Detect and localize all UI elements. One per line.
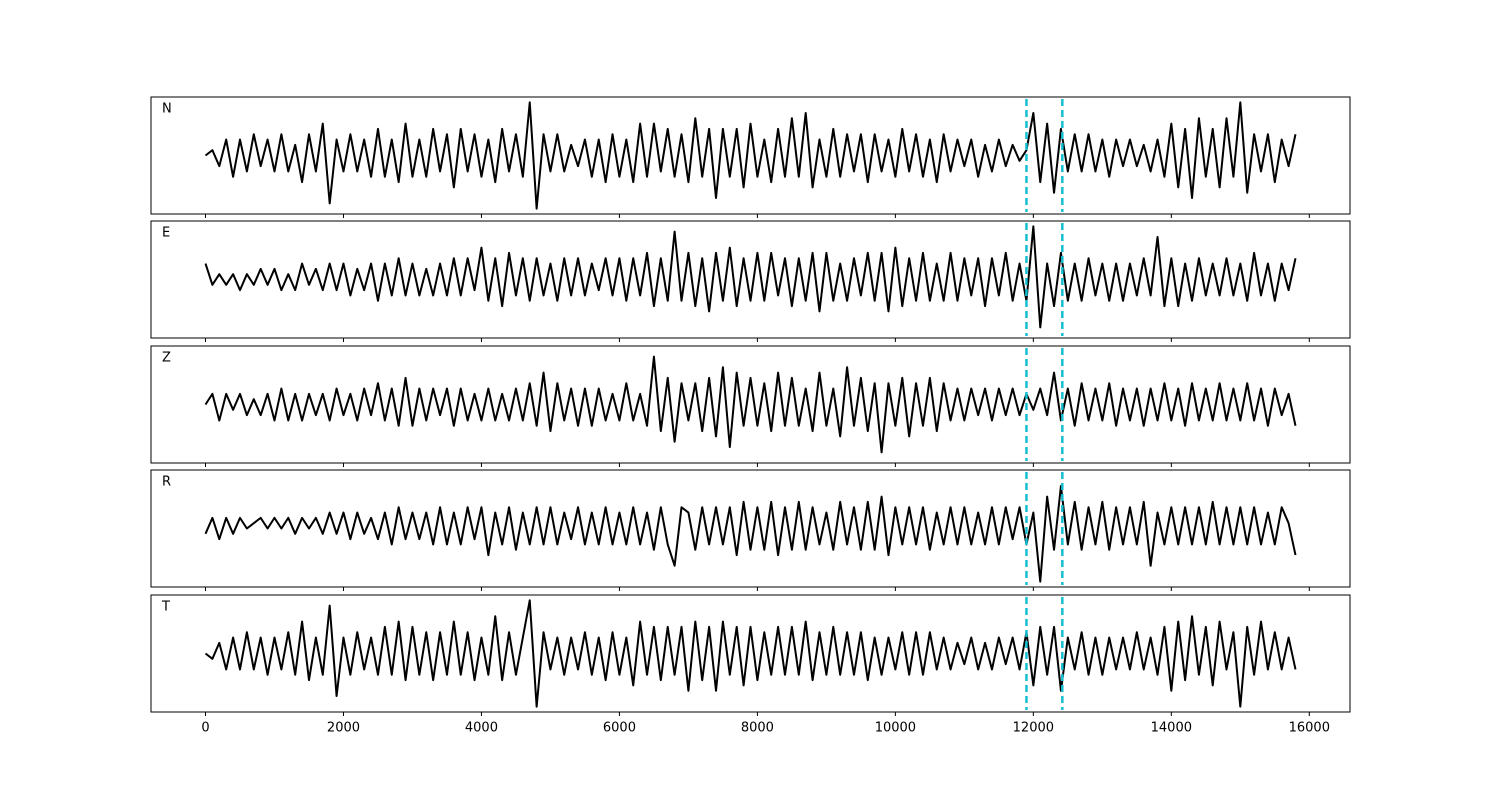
panel-label: R [162, 475, 171, 490]
panel-frame [150, 96, 1351, 215]
x-tick-label: 16000 [1289, 721, 1330, 736]
panel-frame [150, 469, 1351, 588]
x-tick-label: 0 [201, 721, 209, 736]
x-tick-label: 8000 [741, 721, 774, 736]
x-tick-label: 10000 [875, 721, 916, 736]
panel-label: N [162, 102, 172, 117]
x-tick-label: 6000 [603, 721, 636, 736]
x-tick-label: 12000 [1013, 721, 1054, 736]
trace [204, 101, 1297, 210]
panel-frame [150, 345, 1351, 464]
panel [150, 220, 1351, 339]
panel-label: T [161, 600, 170, 615]
x-tick-label: 4000 [465, 721, 498, 736]
trace [204, 484, 1297, 583]
panel [150, 469, 1351, 588]
trace [204, 225, 1297, 329]
trace [204, 355, 1297, 454]
panel-label: Z [162, 351, 171, 366]
panel-label: E [162, 226, 170, 241]
x-tick-label: 14000 [1151, 721, 1192, 736]
trace [204, 599, 1297, 708]
panel [150, 96, 1351, 215]
panel [150, 345, 1351, 464]
panel [150, 594, 1351, 713]
panel-frame [150, 220, 1351, 339]
x-tick-label: 2000 [327, 721, 360, 736]
panel-frame [150, 594, 1351, 713]
